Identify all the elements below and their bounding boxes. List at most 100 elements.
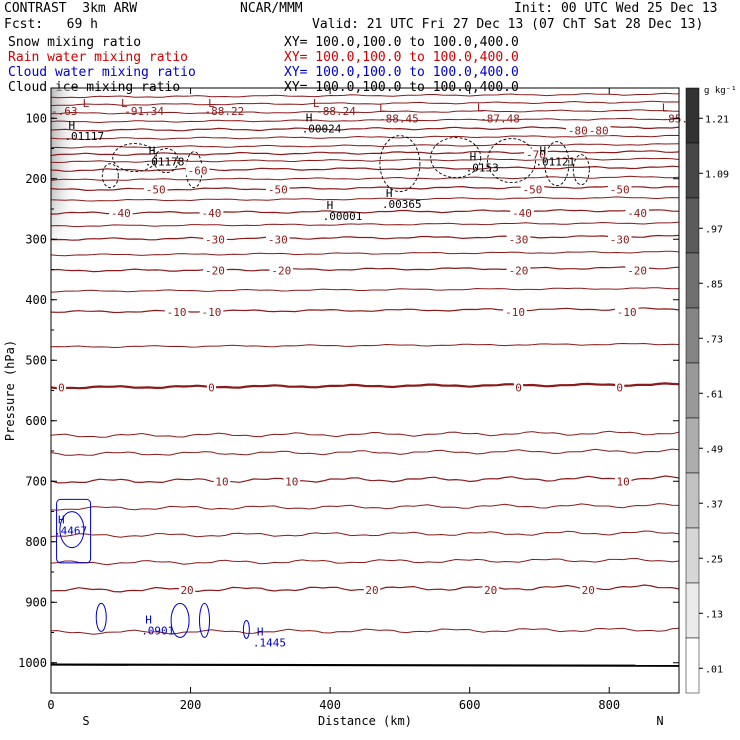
low-marker: L <box>477 101 484 114</box>
x-tick-label: 0 <box>47 698 54 712</box>
isotherm-label: 20 <box>365 584 378 597</box>
isotherm-line <box>51 382 679 390</box>
isotherm-label: -30 <box>205 233 225 246</box>
isotherm-label: -20 <box>205 265 225 278</box>
isotherm-label-bg <box>506 233 531 245</box>
north-label: N <box>656 714 663 728</box>
cloud-water-high-marker: H <box>257 626 264 639</box>
colorbar-tick-label: .37 <box>705 499 723 510</box>
y-tick-label: 100 <box>25 111 47 125</box>
cloud-water-value-label: .4467 <box>54 525 87 538</box>
colorbar-tick-label: 1.09 <box>705 169 729 180</box>
colorbar-tick-label: .97 <box>705 224 723 235</box>
y-tick-label: 900 <box>25 595 47 609</box>
isotherm-label-bg <box>607 183 632 195</box>
y-tick-label: 800 <box>25 535 47 549</box>
isotherm-label-bg <box>108 207 133 219</box>
colorbar-tick-label: .73 <box>705 334 723 345</box>
isotherm-line <box>51 109 679 115</box>
center-title: NCAR/MMM <box>240 1 303 16</box>
cloud-water-contour <box>56 498 92 564</box>
high-value-label: .0153 <box>466 162 499 175</box>
isotherm-label: 10 <box>215 475 228 488</box>
isotherm-label-bg <box>363 584 381 596</box>
colorbar-tick-label: 1.21 <box>705 114 729 125</box>
isotherm-label-bg <box>199 305 224 317</box>
isotherm-label: 0 <box>616 381 623 394</box>
isotherm-label: -80 <box>568 124 588 137</box>
isotherm-line <box>51 92 679 99</box>
colorbar-swatch <box>685 142 700 199</box>
isotherm-label-bg <box>625 264 649 276</box>
y-tick-label: 200 <box>25 172 47 186</box>
isotherm-line <box>51 557 679 566</box>
isotherm-label: -70 <box>526 149 546 162</box>
isotherm-line <box>51 143 679 149</box>
model-title: CONTRAST 3km ARW <box>4 1 138 16</box>
valid-time: Valid: 21 UTC Fri 27 Dec 13 (07 ChT Sat … <box>312 17 704 32</box>
y-tick-label: 1000 <box>18 656 47 670</box>
isotherm-line <box>51 307 679 314</box>
high-marker: H <box>539 145 546 158</box>
min-value-label: -.63 <box>51 105 78 118</box>
cloud-water-contour <box>242 619 250 639</box>
isotherm-line <box>51 208 679 215</box>
isotherm-line <box>51 250 679 257</box>
isotherm-label-bg <box>625 207 649 219</box>
x-axis-label: Distance (km) <box>318 714 412 728</box>
isotherm-label-bg <box>199 207 224 219</box>
field-label-rain: Rain water mixing ratio <box>8 50 189 65</box>
isotherm-label-bg <box>513 381 524 393</box>
isotherm-label-bg <box>566 124 590 136</box>
colorbar-swatch <box>685 417 700 474</box>
cloud-ice-contour <box>101 163 119 189</box>
isotherm-label-bg <box>510 207 534 219</box>
isotherm-line <box>51 266 679 273</box>
init-time: Init: 00 UTC Wed 25 Dec 13 <box>514 1 718 16</box>
min-value-label: -87.48 <box>480 112 520 125</box>
high-value-label: .00001 <box>323 210 363 223</box>
isotherm-line <box>51 530 679 538</box>
isotherm-label-bg <box>203 233 227 245</box>
isotherm-label: -20 <box>627 265 647 278</box>
isotherm-label-bg <box>56 381 67 393</box>
isotherm-label-bg <box>586 124 611 136</box>
high-marker: H <box>149 145 156 158</box>
high-marker: H <box>386 187 393 200</box>
field-xy-cloud-water: XY= 100.0,100.0 to 100.0,400.0 <box>284 65 519 80</box>
isotherm-line <box>51 175 679 181</box>
isotherm-line <box>51 342 679 349</box>
cloud-ice-contour <box>379 135 421 193</box>
isotherm-label: -20 <box>509 265 529 278</box>
cloud-ice-contour <box>153 148 179 174</box>
isotherm-label: -30 <box>610 233 630 246</box>
cloud-water-contour <box>170 602 190 638</box>
isotherm-label-bg <box>265 183 290 195</box>
cloud-ice-contour <box>544 141 570 187</box>
isotherm-label: -30 <box>509 233 529 246</box>
isotherm-label: -50 <box>610 184 630 197</box>
low-marker: L <box>379 101 386 114</box>
south-label: S <box>82 714 89 728</box>
high-value-label: .00365 <box>382 198 422 211</box>
isotherm-label: -40 <box>512 207 532 220</box>
cloud-water-value-label: .1445 <box>253 637 286 650</box>
isotherm-line <box>51 157 679 164</box>
high-value-label: .01117 <box>64 130 104 143</box>
cloud-water-contour <box>59 511 85 549</box>
cloud-ice-contour <box>430 137 482 179</box>
isotherm-label-bg <box>206 381 217 393</box>
min-value-label: -91.34 <box>124 105 164 118</box>
isotherm-label: 10 <box>285 475 298 488</box>
isotherm-label-bg <box>503 305 527 317</box>
isotherm-label: -50 <box>268 184 288 197</box>
isotherm-line <box>51 221 679 228</box>
isotherm-label: -40 <box>111 207 131 220</box>
isotherm-label: -60 <box>188 164 208 177</box>
colorbar-tick-label: .13 <box>705 609 723 620</box>
y-tick-label: 600 <box>25 414 47 428</box>
x-tick-label: 800 <box>598 698 620 712</box>
high-value-label: .01121 <box>535 156 575 169</box>
y-axis-label: Pressure (hPa) <box>3 340 17 441</box>
